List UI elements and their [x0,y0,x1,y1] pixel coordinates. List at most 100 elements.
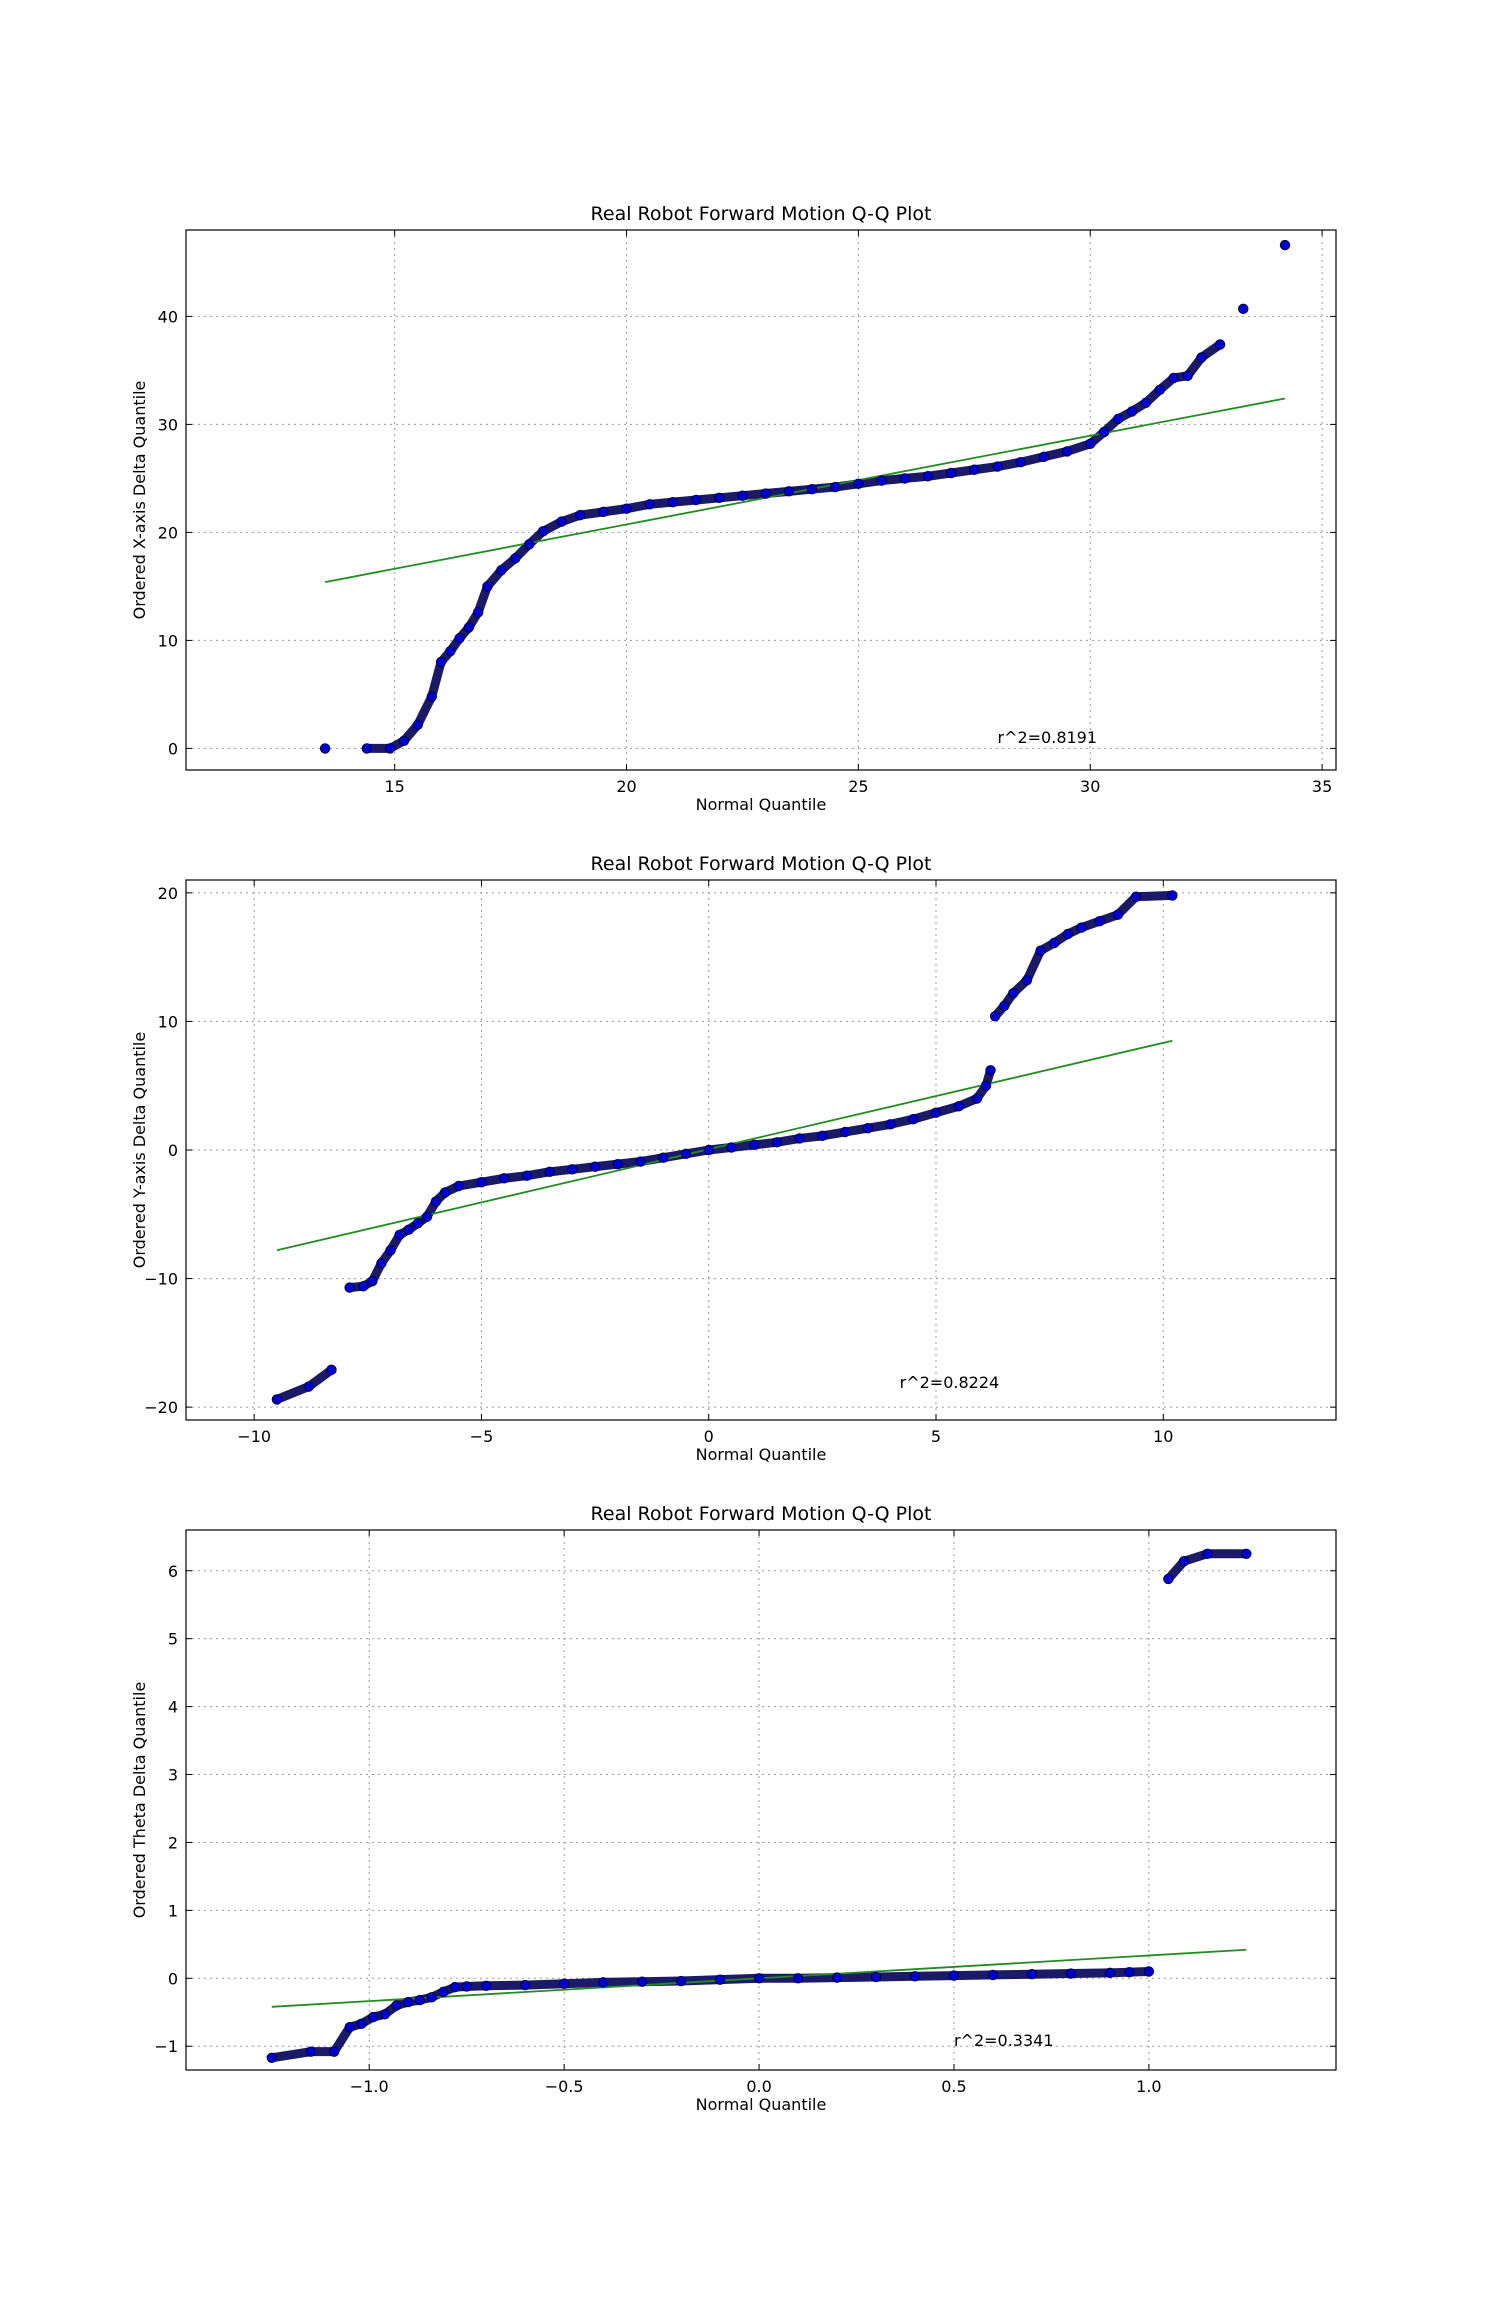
y-tick-label: 6 [168,1562,178,1581]
data-point [328,2046,340,2057]
dense-point-band [637,1976,686,1987]
data-point [948,1970,960,1981]
data-point [760,488,771,499]
data-point [496,565,507,576]
data-point [680,1148,692,1160]
data-point [391,2000,402,2011]
dense-point-band [793,1973,842,1983]
data-point [1098,426,1110,438]
x-tick-label: 15 [384,777,404,796]
data-point [385,1245,396,1256]
data-point [589,1161,601,1172]
x-tick-label: 35 [1312,777,1332,796]
data-point [439,1187,451,1198]
data-point [992,461,1003,472]
data-point [1140,397,1152,409]
chart-svg: Real Robot Forward Motion Q-Q Plot 15 20 25… [130,203,1337,814]
y-axis-label: Ordered Y-axis Delta Quantile [130,1032,149,1268]
dense-point-band [949,1970,998,1981]
data-point [714,492,725,504]
data-point [344,2022,355,2033]
dense-point-band [481,1980,530,1991]
data-point [454,633,465,644]
data-point [969,464,980,475]
chart-svg: Real Robot Forward Motion Q-Q Plot −10 −5 0… [130,853,1337,1464]
data-point [612,1158,624,1170]
x-tick-label: 0.0 [746,2077,771,2096]
data-point [476,1176,487,1188]
y-tick-label: 2 [168,1833,178,1852]
chart-title: Real Robot Forward Motion Q-Q Plot [591,853,932,875]
data-point [1238,303,1249,315]
y-tick-label: −10 [144,1270,178,1289]
dense-point-band [988,1969,1037,1980]
data-point [909,1971,921,1982]
data-point [537,526,549,537]
y-tick-label: −1 [154,2037,178,2056]
dense-point-band [413,692,437,730]
fit-line [276,1039,1173,1252]
qq-plot-theta: Real Robot Forward Motion Q-Q Plot −1.0 −0… [0,1480,1500,2140]
data-point [987,1969,999,1981]
data-point [636,1976,648,1987]
data-point [597,1977,609,1988]
data-point [271,1394,283,1405]
data-point [305,2046,316,2057]
data-point [521,1170,533,1181]
data-point [726,1142,737,1153]
dense-point-band [267,2047,316,2063]
r-squared-annotation: r^2=0.8191 [997,728,1097,747]
dense-point-band [1027,1969,1076,1979]
chart-svg: Real Robot Forward Motion Q-Q Plot −1.0 −0… [130,1503,1337,2114]
data-point [319,743,331,754]
y-tick-label: 0 [168,1141,178,1160]
y-axis-label: Ordered Theta Delta Quantile [130,1682,149,1919]
data-point [989,1011,1001,1022]
data-point [817,1130,828,1142]
data-point [831,1972,843,1983]
data-point [1062,928,1074,940]
data-point [971,1093,983,1104]
r-squared-annotation: r^2=0.8224 [900,1373,1000,1392]
y-tick-label: 0 [168,739,178,758]
data-point [792,1973,804,1984]
data-point [326,1364,337,1376]
data-point [953,1101,964,1112]
data-point [737,490,748,501]
data-point [412,719,424,730]
data-point [771,1137,783,1148]
data-layer [271,890,1178,1405]
data-point [1112,413,1124,425]
data-point [430,1196,442,1207]
dense-point-band [676,1975,725,1986]
data-point [445,646,456,657]
y-tick-label: 0 [168,1969,178,1988]
dense-point-band [1131,890,1177,902]
data-point [498,1173,510,1184]
data-point [876,475,887,486]
data-point [1065,1968,1077,1979]
data-point [480,1980,492,1991]
data-point [675,1975,687,1987]
data-point [1026,1969,1038,1980]
data-point [367,2011,379,2023]
dense-point-band [272,1382,314,1404]
data-point [1168,372,1179,384]
y-tick-label: 5 [168,1630,178,1649]
data-point [1061,446,1073,457]
data-point [519,1979,531,1991]
dense-point-band [427,657,446,702]
data-point [403,1224,414,1235]
data-point [361,743,373,754]
y-axis-label: Ordered X-axis Delta Quantile [130,381,149,620]
data-point [783,486,795,497]
dense-point-band [910,1971,959,1981]
x-tick-label: 25 [848,777,868,796]
data-point [829,481,841,493]
data-point [414,1994,426,2006]
data-point [1124,1966,1135,1978]
data-point [1154,384,1165,396]
data-point [1126,406,1138,417]
y-tick-label: 20 [158,884,178,903]
data-point [403,1996,414,2008]
